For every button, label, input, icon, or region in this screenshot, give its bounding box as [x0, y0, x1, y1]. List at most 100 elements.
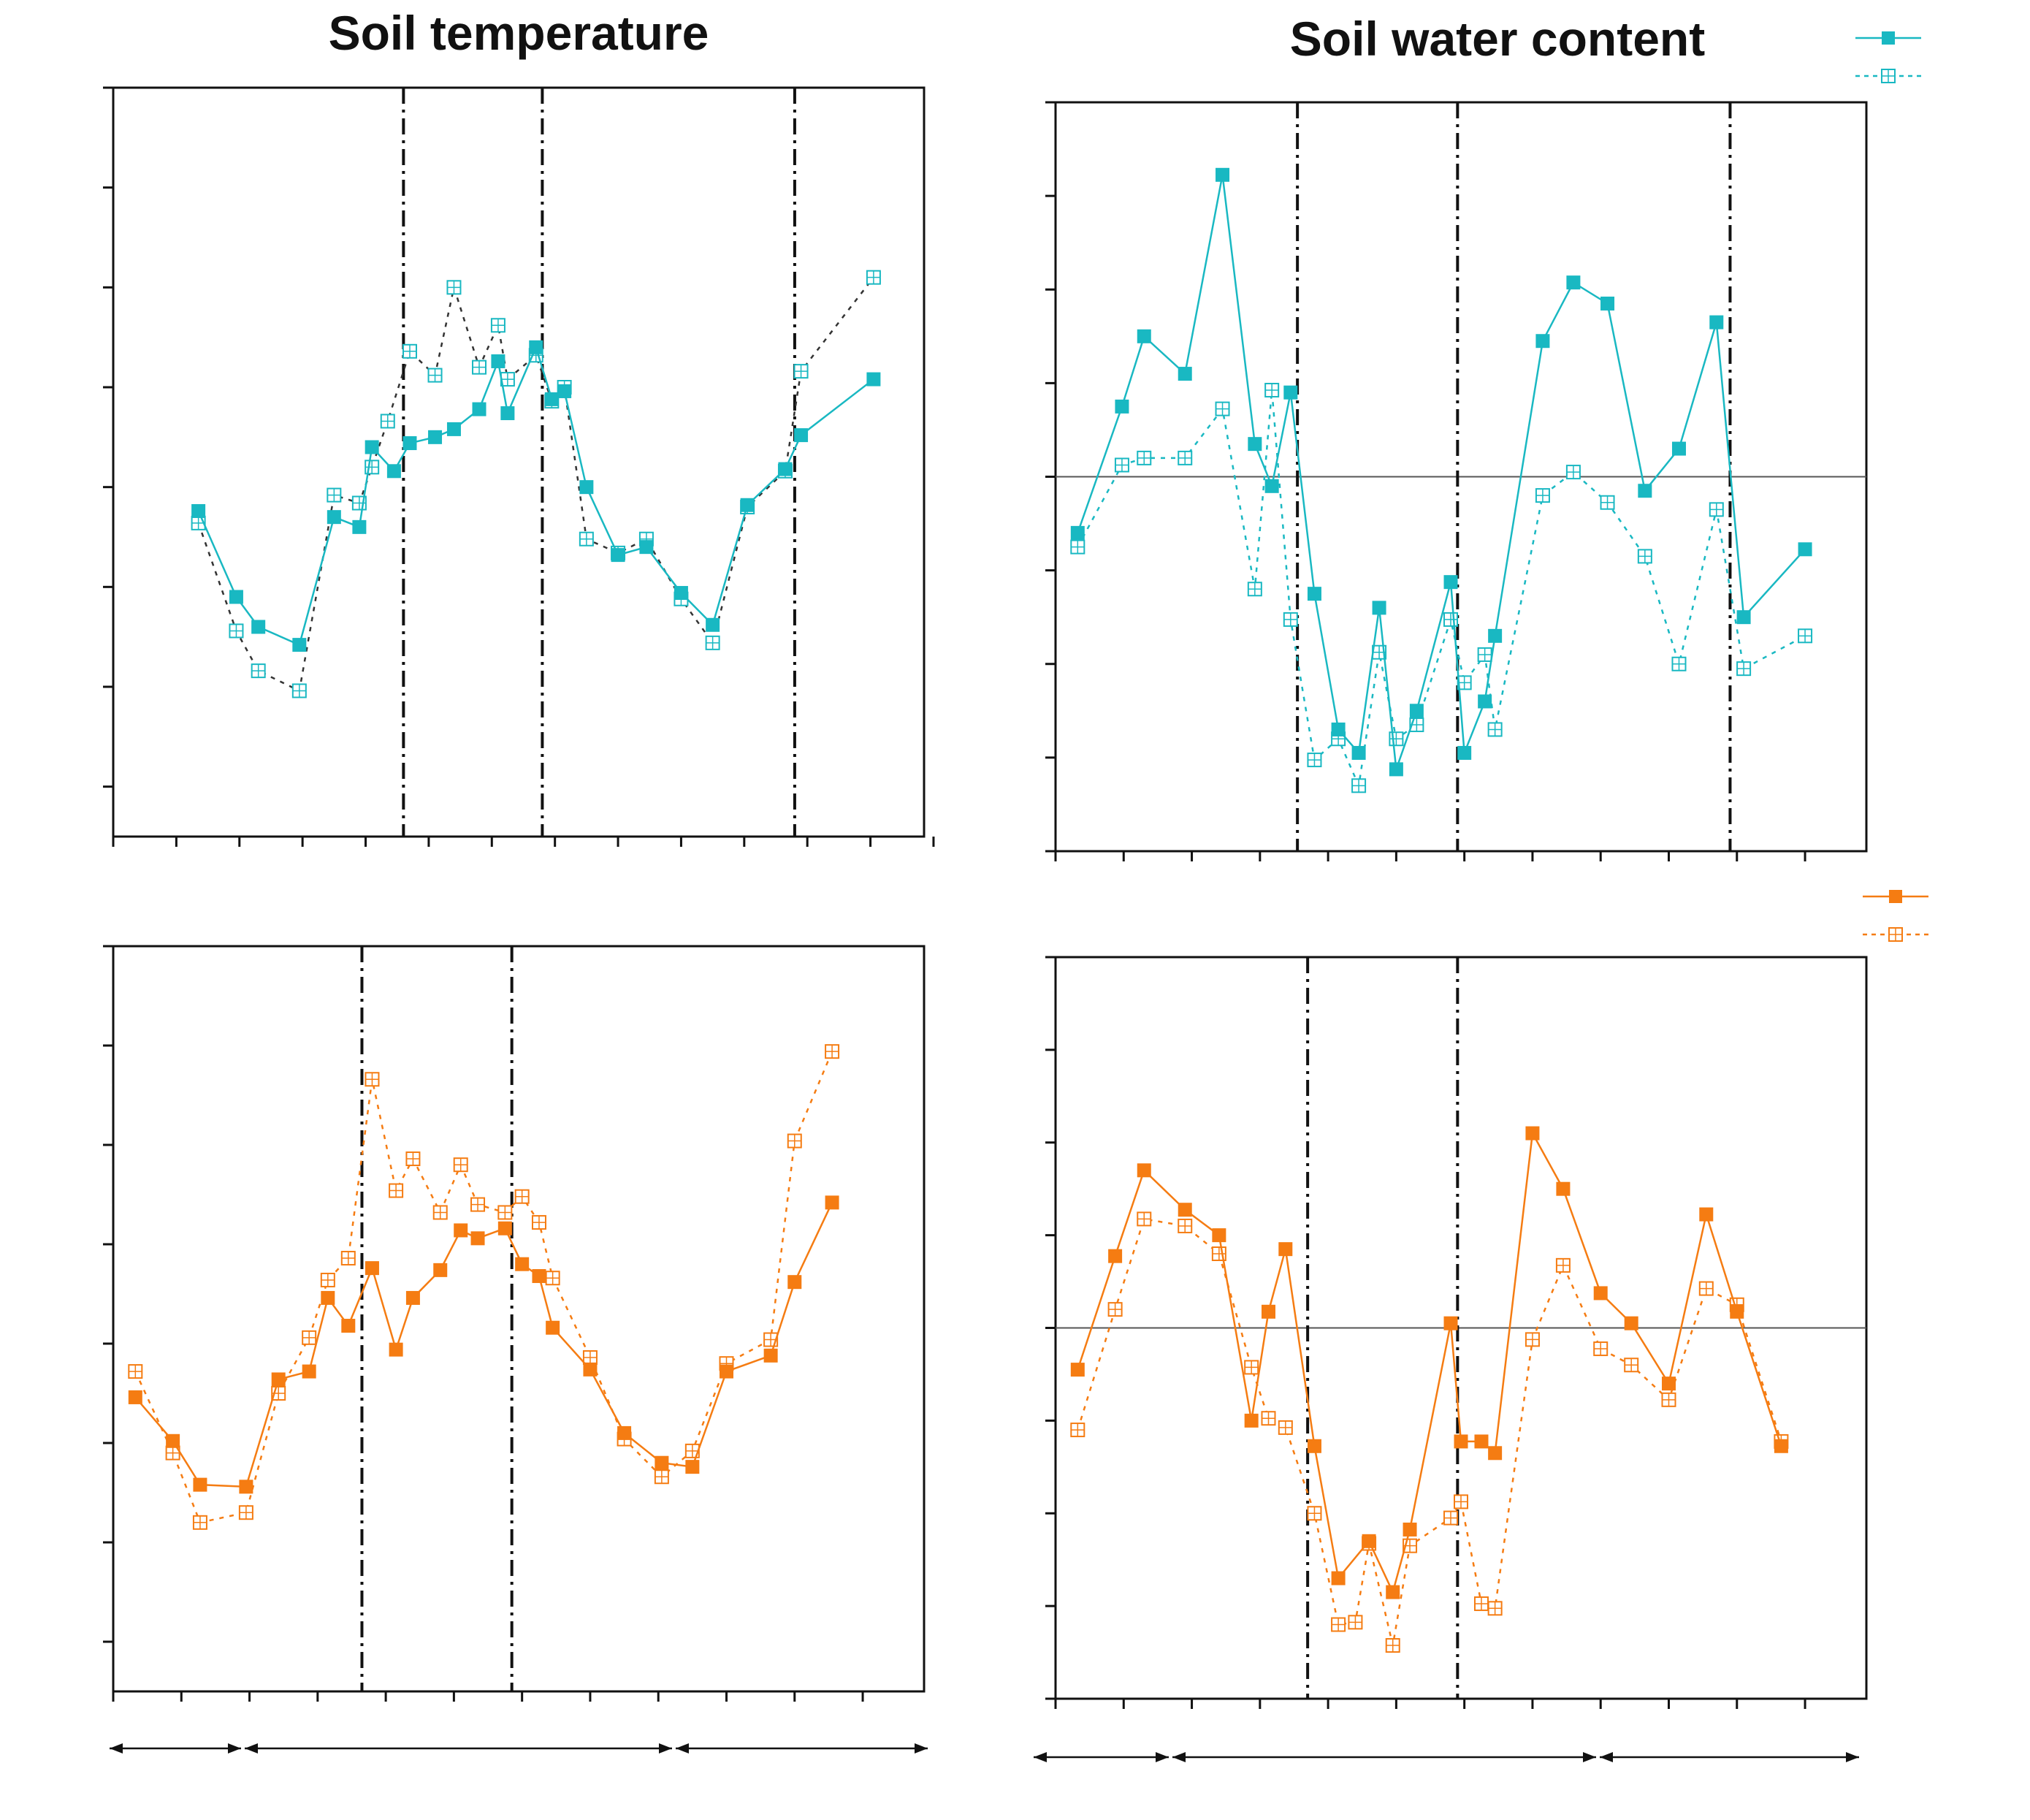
- data-point: [545, 1271, 560, 1286]
- data-point: [1244, 1360, 1259, 1375]
- data-point: [1624, 1316, 1638, 1330]
- data-point: [1331, 1617, 1346, 1632]
- data-point: [321, 1290, 335, 1305]
- data-point: [1261, 1304, 1275, 1319]
- data-point: [1283, 385, 1298, 400]
- data-point: [454, 1223, 468, 1238]
- data-point: [1798, 542, 1812, 557]
- data-point: [1454, 1494, 1468, 1509]
- data-point: [617, 1425, 632, 1440]
- plots-layer: [103, 86, 1868, 1709]
- data-point: [654, 1469, 669, 1485]
- data-point: [191, 503, 206, 518]
- legend-swatch-marker: [1882, 31, 1895, 45]
- data-point: [402, 343, 417, 359]
- data-point: [453, 1157, 468, 1173]
- year-arrow-head-left: [1034, 1752, 1047, 1762]
- data-point: [193, 1477, 207, 1492]
- data-point: [497, 1221, 512, 1235]
- data-point: [866, 372, 881, 387]
- data-point: [165, 1445, 180, 1461]
- series-line: [134, 1051, 833, 1524]
- data-point: [1525, 1332, 1540, 1347]
- data-point: [1443, 1510, 1459, 1526]
- data-point: [472, 402, 486, 416]
- chart-panel-temp-bottom: [103, 945, 926, 1702]
- data-point: [1637, 549, 1652, 564]
- data-point: [1730, 1304, 1744, 1319]
- data-point: [515, 1257, 530, 1271]
- data-point: [1736, 610, 1751, 625]
- data-point: [389, 1342, 403, 1357]
- data-point: [1331, 722, 1346, 736]
- data-point: [1736, 661, 1752, 677]
- legend-swatch-marker: [1889, 890, 1902, 903]
- data-point: [1443, 1316, 1458, 1330]
- data-point: [352, 519, 367, 534]
- right-column-title: Soil water content: [1290, 12, 1705, 66]
- data-point: [1556, 1181, 1571, 1196]
- data-point: [1535, 488, 1550, 503]
- data-point: [611, 548, 625, 563]
- data-point: [544, 392, 559, 406]
- year-arrow-head-right: [915, 1743, 928, 1754]
- series-ct-p: [191, 270, 881, 698]
- data-point: [639, 540, 654, 555]
- data-point: [557, 384, 572, 398]
- data-point: [292, 638, 307, 652]
- series-line: [1077, 389, 1806, 789]
- data-point: [1264, 479, 1279, 493]
- data-point: [1385, 1638, 1400, 1653]
- data-point: [491, 354, 505, 368]
- data-point: [271, 1372, 286, 1387]
- data-point: [229, 590, 243, 604]
- data-point: [763, 1348, 778, 1363]
- data-point: [1473, 1596, 1489, 1611]
- series-af-p: [1070, 167, 1812, 777]
- legend-item-af-p: [1855, 31, 1921, 45]
- chart-panel-wfc-top: [1045, 101, 1868, 861]
- data-point: [1487, 722, 1503, 737]
- data-point: [719, 1364, 733, 1379]
- legend-item-ct-l: [1863, 927, 1928, 942]
- data-point: [427, 368, 443, 383]
- data-point: [251, 663, 266, 679]
- data-point: [1215, 401, 1230, 416]
- data-point: [1600, 495, 1615, 510]
- data-point: [497, 1205, 513, 1220]
- data-point: [1555, 1257, 1571, 1273]
- series-line: [1077, 1218, 1782, 1646]
- data-point: [1348, 1615, 1363, 1630]
- data-point: [327, 487, 342, 503]
- data-point: [1593, 1341, 1609, 1357]
- data-point: [1178, 367, 1192, 381]
- data-point: [866, 270, 881, 285]
- data-point: [582, 1350, 598, 1366]
- data-point: [291, 683, 307, 698]
- data-point: [1457, 745, 1472, 760]
- data-point: [1409, 704, 1424, 718]
- series-line: [197, 344, 874, 647]
- data-point: [546, 1320, 560, 1335]
- left-column-title: Soil temperature: [329, 6, 709, 60]
- data-point: [740, 498, 755, 512]
- data-point: [229, 623, 244, 639]
- year-arrow: [110, 1743, 241, 1754]
- data-point: [446, 422, 461, 436]
- data-point: [239, 1480, 253, 1494]
- data-point: [1107, 1302, 1123, 1317]
- data-point: [787, 1275, 802, 1290]
- data-point: [684, 1443, 700, 1458]
- data-point: [778, 462, 793, 476]
- data-point: [1624, 1358, 1639, 1373]
- data-point: [1244, 1413, 1259, 1428]
- data-point: [1403, 1522, 1417, 1537]
- year-axis-layer: [110, 1743, 1859, 1762]
- data-point: [128, 1364, 143, 1379]
- data-point: [402, 436, 417, 451]
- series-line: [197, 276, 874, 693]
- chart-panel-temp-top: [103, 86, 935, 847]
- data-point: [380, 414, 395, 429]
- data-point: [1478, 694, 1492, 709]
